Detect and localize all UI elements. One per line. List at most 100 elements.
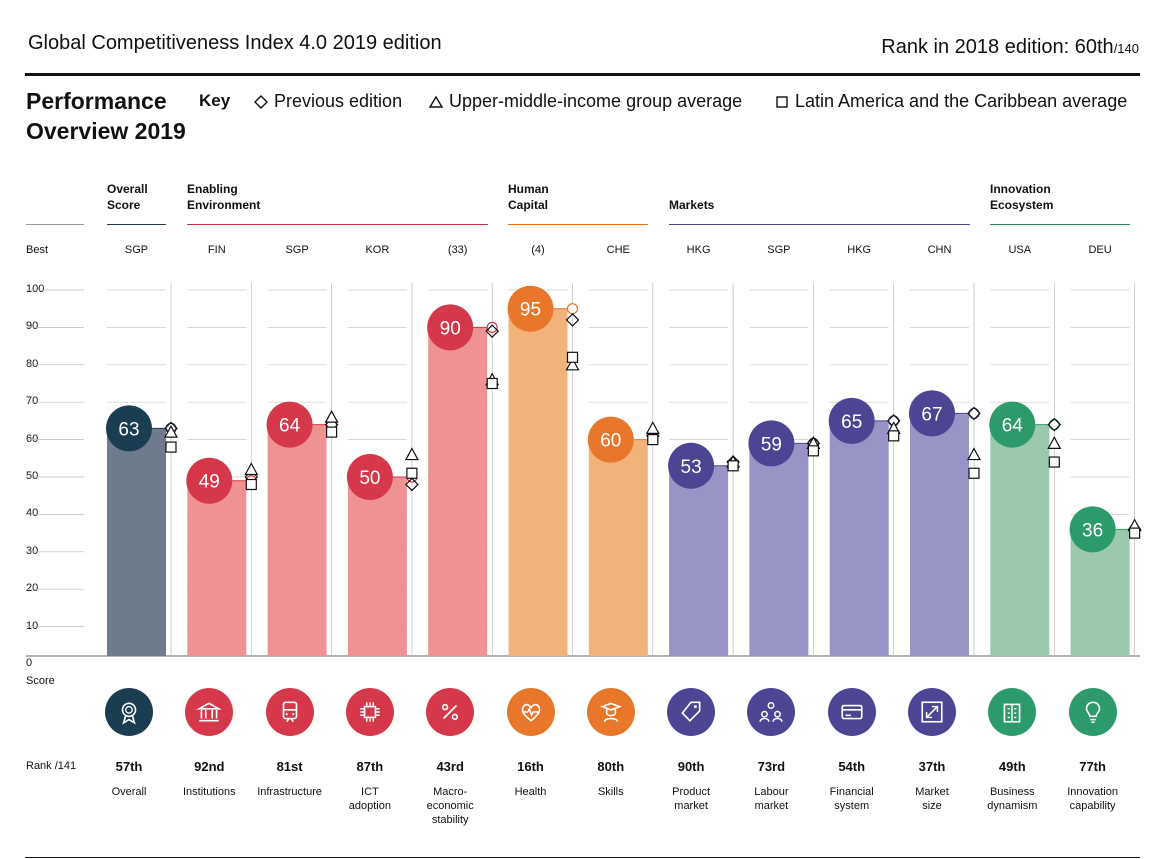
header-divider <box>25 73 1140 76</box>
best-label-ict-adoption: KOR <box>365 244 390 256</box>
latam-marker-business-dynamism <box>1048 456 1060 468</box>
current-marker-macro-economic-stability <box>486 321 498 333</box>
pillar-name-institutions: Institutions <box>183 786 236 798</box>
chip-icon <box>345 688 394 736</box>
medal-icon <box>105 688 153 736</box>
latam-marker-infrastructure <box>326 426 338 438</box>
rank-business-dynamism: 49th <box>998 759 1026 774</box>
best-label-market-size: CHN <box>927 244 952 256</box>
rank-market-size: 37th <box>918 759 946 774</box>
section-human-underline <box>508 224 648 225</box>
score-label-market-size: 67 <box>921 404 942 425</box>
score-label-infrastructure: 64 <box>279 416 301 437</box>
legend-item-latam: Latin America and the Caribbean average <box>775 91 1127 112</box>
latam-marker-market-size <box>968 467 980 479</box>
upper-middle-marker-skills <box>645 421 660 434</box>
bar-ict-adoption <box>347 477 407 656</box>
y-tick-20: 20 <box>26 582 39 595</box>
section-enabling-line1: Enabling <box>187 182 238 196</box>
score-circle-product-market <box>668 442 715 489</box>
score-circle-ict-adoption <box>346 454 393 500</box>
upper-middle-marker-overall <box>163 424 179 438</box>
latam-marker-labour-market <box>807 445 820 457</box>
upper-middle-marker-market-size <box>966 447 982 461</box>
best-label-macro-economic-stability: (33) <box>447 244 468 256</box>
legend-item-upper-middle: Upper-middle-income group average <box>429 91 742 112</box>
previous-marker-market-size <box>967 406 981 421</box>
rank-skills: 80th <box>597 759 625 774</box>
score-circle-labour-market <box>748 420 795 467</box>
bar-macro-economic-stability <box>428 327 488 656</box>
score-circle-financial-system <box>828 397 875 444</box>
y-tick-50: 50 <box>26 470 39 482</box>
rank-health: 16th <box>517 759 544 774</box>
section-markets: Markets <box>669 197 714 213</box>
pillar-name-business-dynamism: Business dynamism <box>987 786 1038 812</box>
section-overall-line1: Overall <box>107 182 148 196</box>
y-tick-90: 90 <box>26 320 39 333</box>
card-icon <box>827 688 876 736</box>
section-innovation-line2: Ecosystem <box>990 198 1054 212</box>
latam-marker-skills <box>647 434 659 446</box>
people-icon <box>747 688 796 736</box>
best-label-labour-market: SGP <box>767 244 791 256</box>
upper-middle-marker-ict-adoption <box>404 447 419 461</box>
train-icon <box>265 688 314 736</box>
score-circle-institutions <box>186 457 233 504</box>
score-label-ict-adoption: 50 <box>359 468 380 489</box>
bar-institutions <box>187 480 247 656</box>
y-tick-0: 0 <box>26 657 33 669</box>
upper-middle-marker-institutions <box>244 462 259 476</box>
upper-middle-marker-business-dynamism <box>1047 436 1062 449</box>
bar-product-market <box>669 465 729 656</box>
score-label-business-dynamism: 64 <box>1002 416 1024 437</box>
section-markets-underline <box>669 224 970 225</box>
rank-labour-market: 73rd <box>757 759 786 774</box>
rank-macro-economic-stability: 43rd <box>436 759 464 774</box>
chart-title-line1: Performance <box>26 88 167 114</box>
pillar-name-skills: Skills <box>597 786 624 798</box>
best-row-divider <box>26 224 84 225</box>
best-label-business-dynamism: USA <box>1008 244 1032 256</box>
rank-innovation-capability: 77th <box>1079 759 1106 774</box>
section-overall-underline <box>107 224 166 225</box>
best-label-institutions: FIN <box>207 244 226 256</box>
bar-chart: 63 49 64 50 90 95 60 53 59 65 67 64 36 <box>26 283 1142 657</box>
y-tick-60: 60 <box>26 432 39 445</box>
pillar-name-product-market: Product market <box>672 786 711 812</box>
score-circle-overall <box>106 405 152 452</box>
pillar-name-health: Health <box>514 786 547 798</box>
y-tick-70: 70 <box>26 395 39 408</box>
legend-item-previous: Previous edition <box>254 91 402 112</box>
rank-product-market: 90th <box>677 759 705 774</box>
bar-infrastructure <box>267 424 327 656</box>
previous-marker-business-dynamism <box>1047 417 1062 432</box>
heartbeat-icon <box>506 688 555 736</box>
tag-icon <box>667 688 716 736</box>
score-label-health: 95 <box>520 300 541 321</box>
pillar-name-market-size: Market size <box>915 786 949 812</box>
section-innovation-line1: Innovation <box>990 182 1051 196</box>
latam-marker-ict-adoption <box>406 467 418 479</box>
score-circle-market-size <box>909 390 955 437</box>
section-human-line2: Capital <box>508 198 549 212</box>
best-label-product-market: HKG <box>686 244 711 256</box>
current-marker-market-size <box>968 407 980 420</box>
section-innovation: Innovation Ecosystem <box>990 181 1053 213</box>
bar-business-dynamism <box>990 424 1050 656</box>
y-tick-30: 30 <box>26 544 39 557</box>
chart-title-line2: Overview 2019 <box>26 118 186 144</box>
graduate-icon <box>586 688 635 736</box>
latam-marker-product-market <box>727 460 739 472</box>
section-enabling-underline <box>187 224 488 225</box>
section-markets-line1: Markets <box>669 198 715 212</box>
best-label-innovation-capability: DEU <box>1088 244 1112 256</box>
pillar-name-overall: Overall <box>111 786 147 798</box>
bar-skills <box>588 439 648 656</box>
percent-icon <box>426 688 475 736</box>
pillar-name-infrastructure: Infrastructure <box>257 786 322 798</box>
section-human-line1: Human <box>508 182 549 196</box>
y-tick-40: 40 <box>26 507 39 520</box>
score-label-institutions: 49 <box>199 472 220 493</box>
rank-infrastructure: 81st <box>276 759 303 774</box>
